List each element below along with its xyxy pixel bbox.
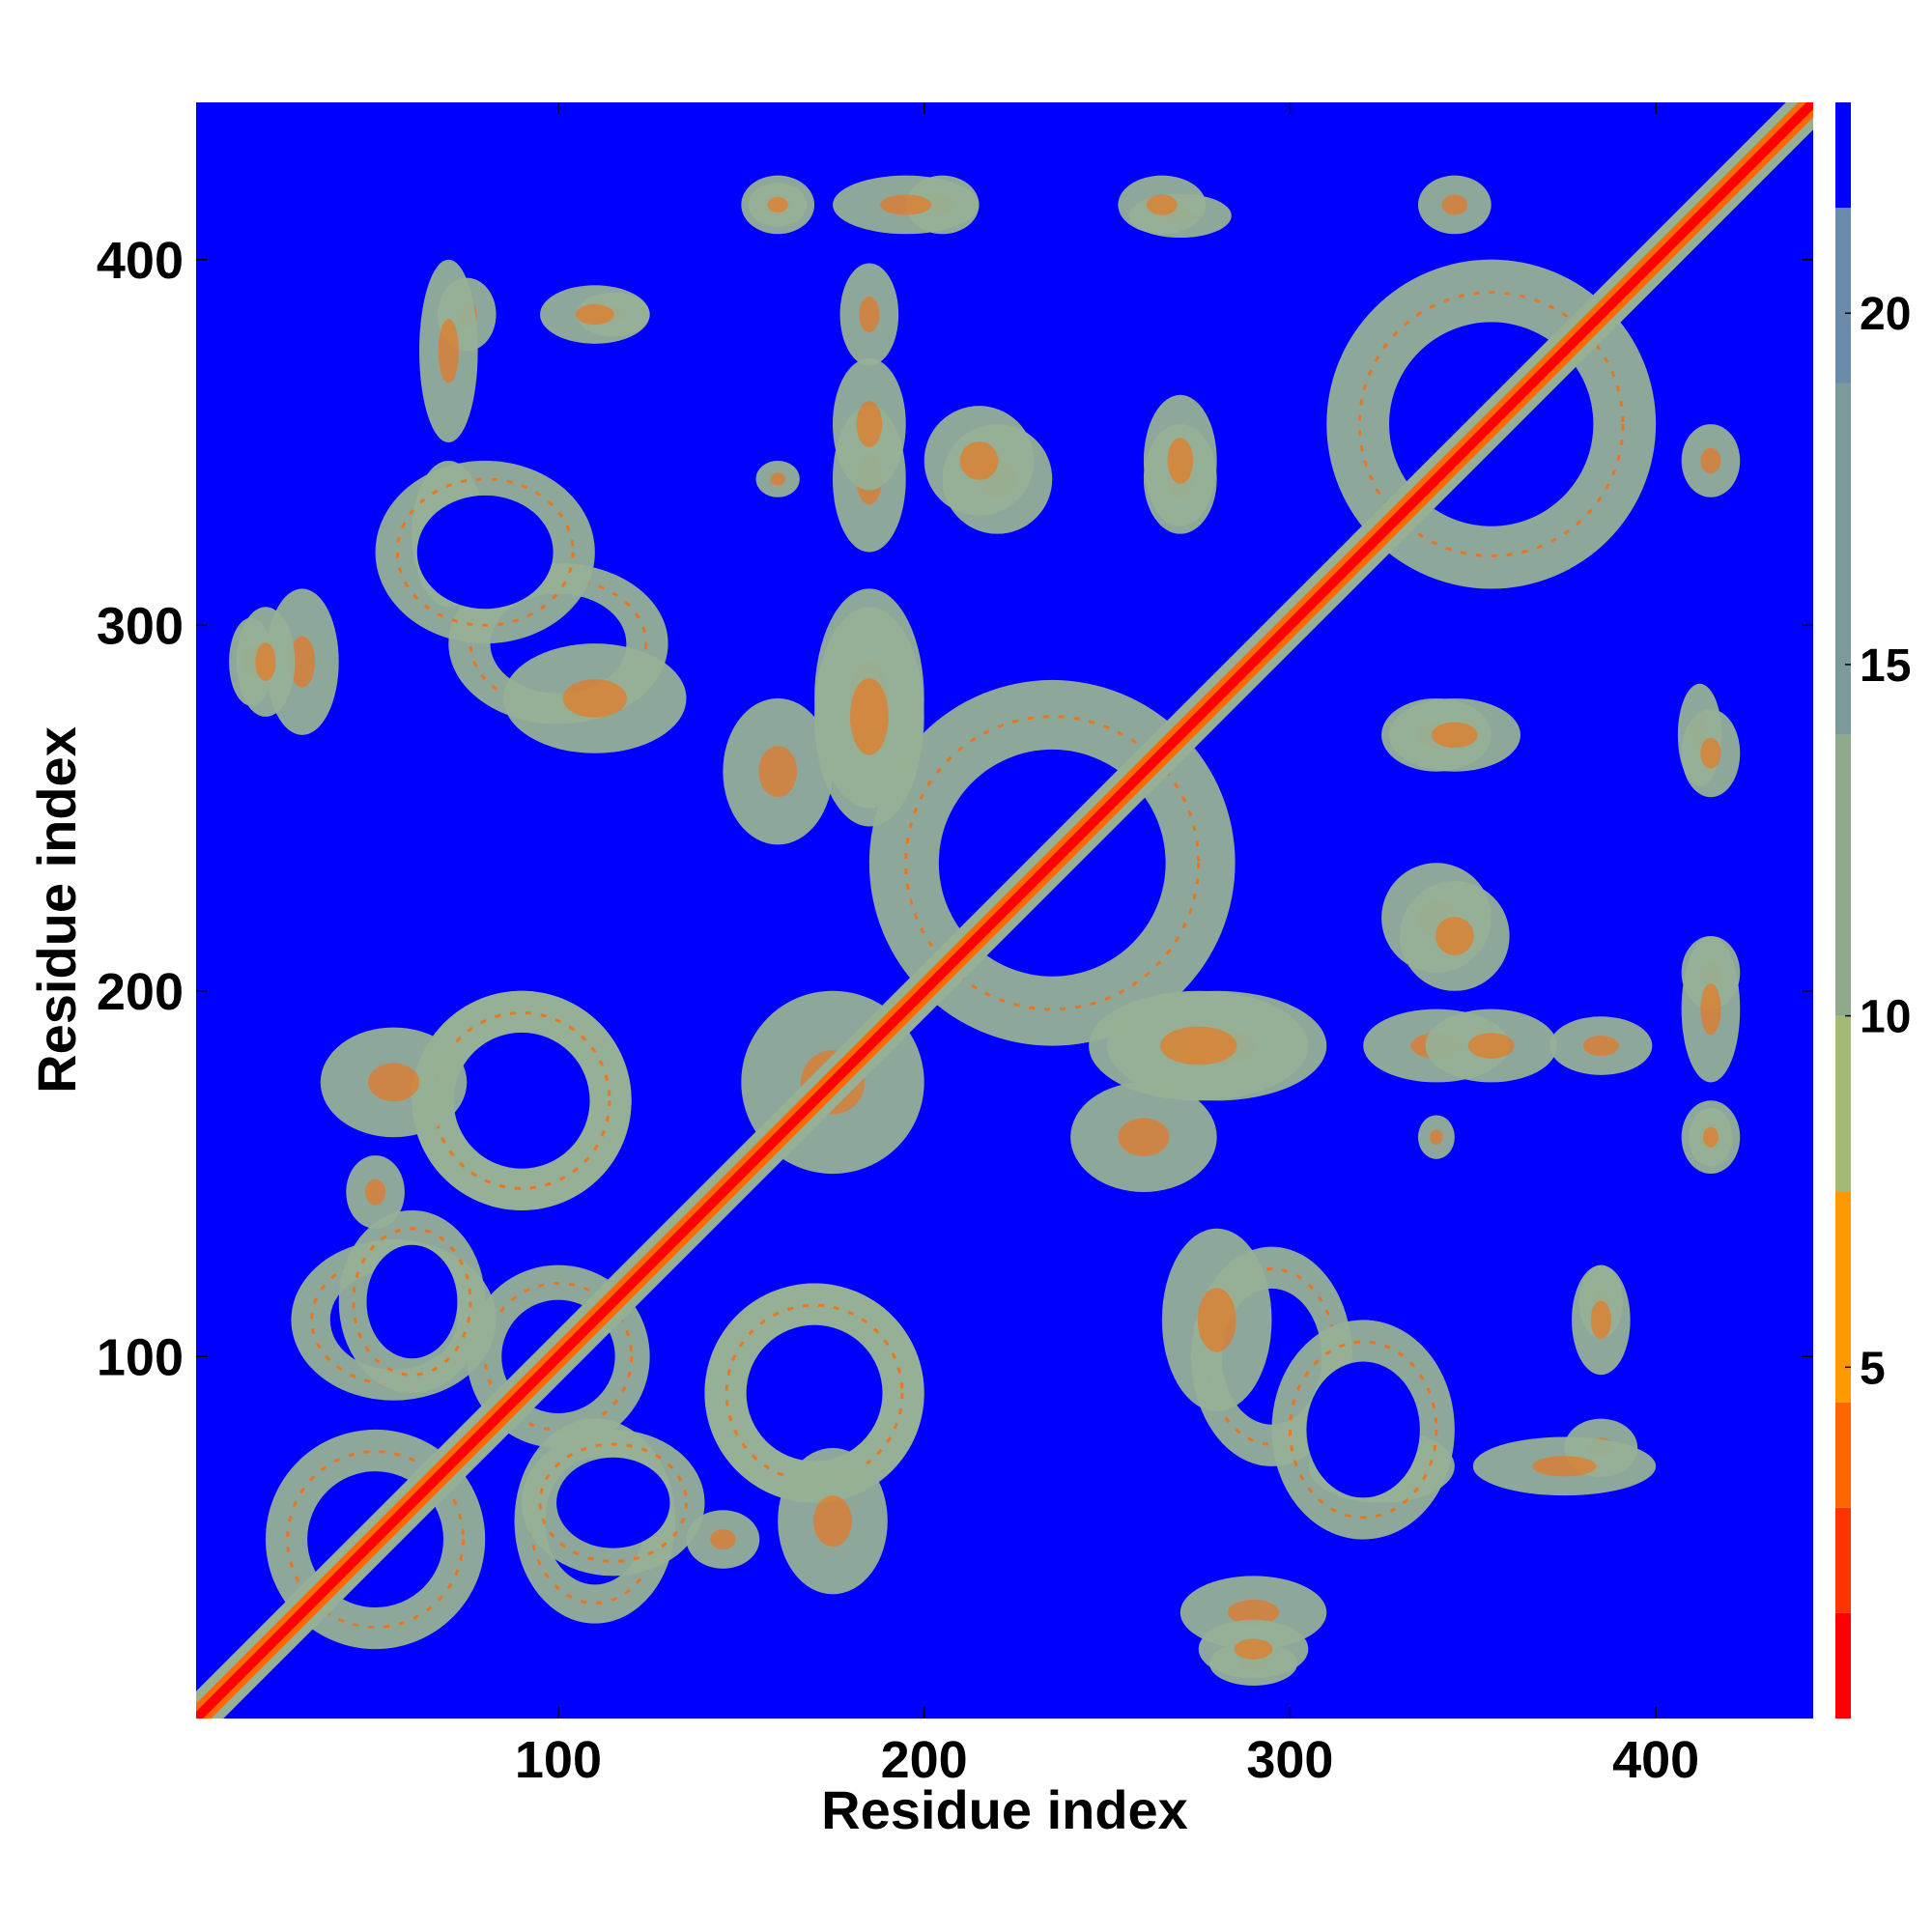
contact-block [1400,881,1510,991]
colorbar-segment [1835,102,1851,209]
contact-block [1417,1115,1455,1159]
heatmap-plot-area [196,102,1813,1719]
contact-block [1143,394,1217,527]
contact-block [236,607,296,717]
colorbar-segment [1835,1015,1851,1192]
colorbar-segment [1835,1507,1851,1613]
contact-block [503,643,687,753]
contact-block [1681,709,1741,798]
contact-block [1161,1228,1272,1412]
contact-block [522,1429,705,1577]
contact-block [755,460,800,497]
diagonal-core [196,102,1813,1719]
contact-block [778,1447,888,1595]
contact-block [1417,175,1492,235]
contact-block [832,357,906,491]
contact-block [1070,1082,1217,1192]
contact-block [1472,1436,1657,1496]
contact-block [1118,175,1207,235]
contact-block [1271,1320,1455,1540]
contact-block [814,607,924,827]
contact-block [338,1209,486,1394]
contact-block [1689,1107,1733,1167]
colorbar-segment [1835,1402,1851,1508]
y-axis-label: Residue index [26,726,87,1094]
contact-block [375,460,595,644]
x-tick-label: 200 [881,1731,968,1789]
contact-block [540,285,650,344]
colorbar-tick-label: 15 [1860,640,1911,692]
contact-block [419,259,478,443]
y-tick-label: 100 [97,1328,184,1386]
x-tick-label: 400 [1612,1731,1699,1789]
contact-block [1198,1619,1309,1679]
y-tick-label: 400 [97,232,184,290]
colorbar [1835,102,1851,1719]
x-tick-label: 100 [515,1731,602,1789]
colorbar-tick-label: 5 [1860,1343,1886,1394]
contact-block [923,406,1035,516]
contact-block [839,263,899,366]
colorbar-tick-label: 20 [1860,289,1911,340]
colorbar-ticks: 5 10 15 20 [1845,289,1911,1394]
contact-block [1681,935,1741,1083]
contact-block [320,1027,468,1138]
x-axis-label: Residue index [821,1779,1188,1840]
contact-block [704,1283,924,1503]
y-tick-label: 300 [97,597,184,655]
contact-block [748,183,808,227]
colorbar-segment [1835,734,1851,1016]
colorbar-segment [1835,1191,1851,1403]
x-tick-label: 300 [1246,1731,1333,1789]
colorbar-segment [1835,383,1851,735]
x-axis-ticks: 100 200 300 400 [515,102,1699,1789]
contact-block [1572,1264,1631,1376]
contact-block [346,1155,405,1229]
colorbar-tick-label: 10 [1860,992,1911,1043]
contact-block [1681,424,1741,497]
contact-block [686,1510,760,1569]
y-axis-ticks: 100 200 300 400 [97,232,1813,1386]
contact-block [1089,990,1309,1101]
colorbar-segment [1835,208,1851,384]
contact-block [832,175,980,235]
contact-block [1388,697,1521,772]
contact-block [1425,1009,1557,1083]
colorbar-segment [1835,1612,1851,1719]
contact-block [723,697,833,845]
contact-block [1549,1016,1653,1075]
y-tick-label: 200 [97,963,184,1021]
contact-block [412,990,632,1210]
